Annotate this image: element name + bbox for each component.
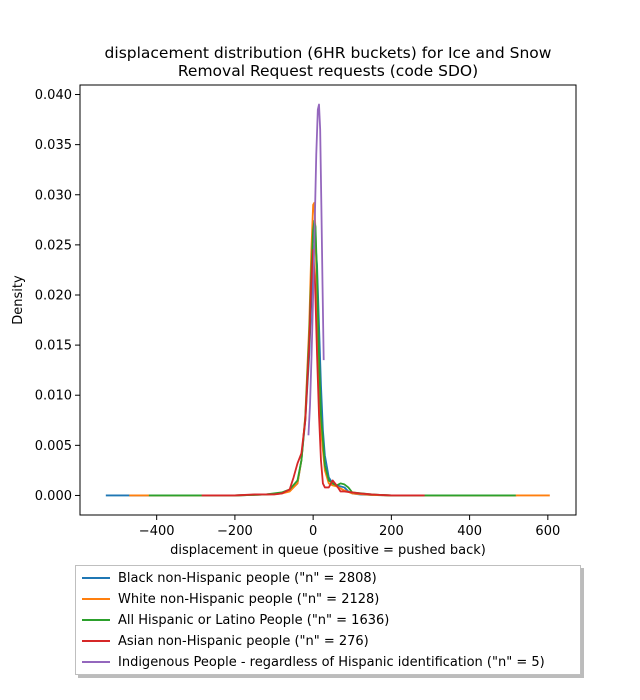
legend-item: Indigenous People - regardless of Hispan…	[82, 652, 545, 672]
x-tick-label: −200	[217, 524, 253, 539]
legend-label: All Hispanic or Latino People ("n" = 163…	[118, 612, 390, 628]
y-axis-label: Density	[11, 275, 26, 325]
legend-label: Black non-Hispanic people ("n" = 2808)	[118, 570, 377, 586]
x-tick-label: 600	[535, 524, 560, 539]
legend-label: Indigenous People - regardless of Hispan…	[118, 654, 545, 670]
legend-swatch	[82, 640, 110, 642]
x-axis-ticks: −400 −200 0 200 400 600	[139, 515, 560, 539]
legend-label: Asian non-Hispanic people ("n" = 276)	[118, 633, 369, 649]
x-axis-label: displacement in queue (positive = pushed…	[170, 543, 486, 558]
y-tick-label: 0.015	[35, 339, 72, 354]
legend-swatch	[82, 598, 110, 600]
legend-item: All Hispanic or Latino People ("n" = 163…	[82, 610, 389, 630]
x-tick-label: 0	[309, 524, 317, 539]
y-tick-label: 0.010	[35, 389, 72, 404]
chart-title-line-2: Removal Request requests (code SDO)	[178, 62, 478, 80]
y-tick-label: 0.025	[35, 238, 72, 253]
series-line-5	[307, 103, 325, 436]
series-line-4	[201, 248, 425, 497]
plot-area	[80, 85, 576, 515]
legend-item: Asian non-Hispanic people ("n" = 276)	[82, 631, 369, 651]
y-tick-label: 0.040	[35, 88, 72, 103]
legend-swatch	[82, 619, 110, 621]
legend-item: Black non-Hispanic people ("n" = 2808)	[82, 568, 377, 588]
x-tick-label: 400	[457, 524, 482, 539]
chart-legend: Black non-Hispanic people ("n" = 2808) Wh…	[75, 565, 581, 675]
legend-swatch	[82, 577, 110, 579]
y-tick-label: 0.020	[35, 288, 72, 303]
series-layer	[105, 103, 550, 497]
x-tick-label: 200	[379, 524, 404, 539]
legend-label: White non-Hispanic people ("n" = 2128)	[118, 591, 380, 607]
chart-title-line-1: displacement distribution (6HR buckets) …	[105, 44, 552, 62]
y-tick-label: 0.000	[35, 489, 72, 504]
legend-swatch	[82, 661, 110, 663]
legend-item: White non-Hispanic people ("n" = 2128)	[82, 589, 379, 609]
plot-frame	[79, 84, 577, 516]
x-tick-label: −400	[139, 524, 175, 539]
y-tick-label: 0.035	[35, 138, 72, 153]
y-tick-label: 0.005	[35, 439, 72, 454]
density-chart: displacement distribution (6HR buckets) …	[11, 44, 577, 558]
y-axis-ticks: 0.000 0.005 0.010 0.015 0.020 0.025 0.030 0.035…	[35, 88, 80, 504]
y-tick-label: 0.030	[35, 188, 72, 203]
